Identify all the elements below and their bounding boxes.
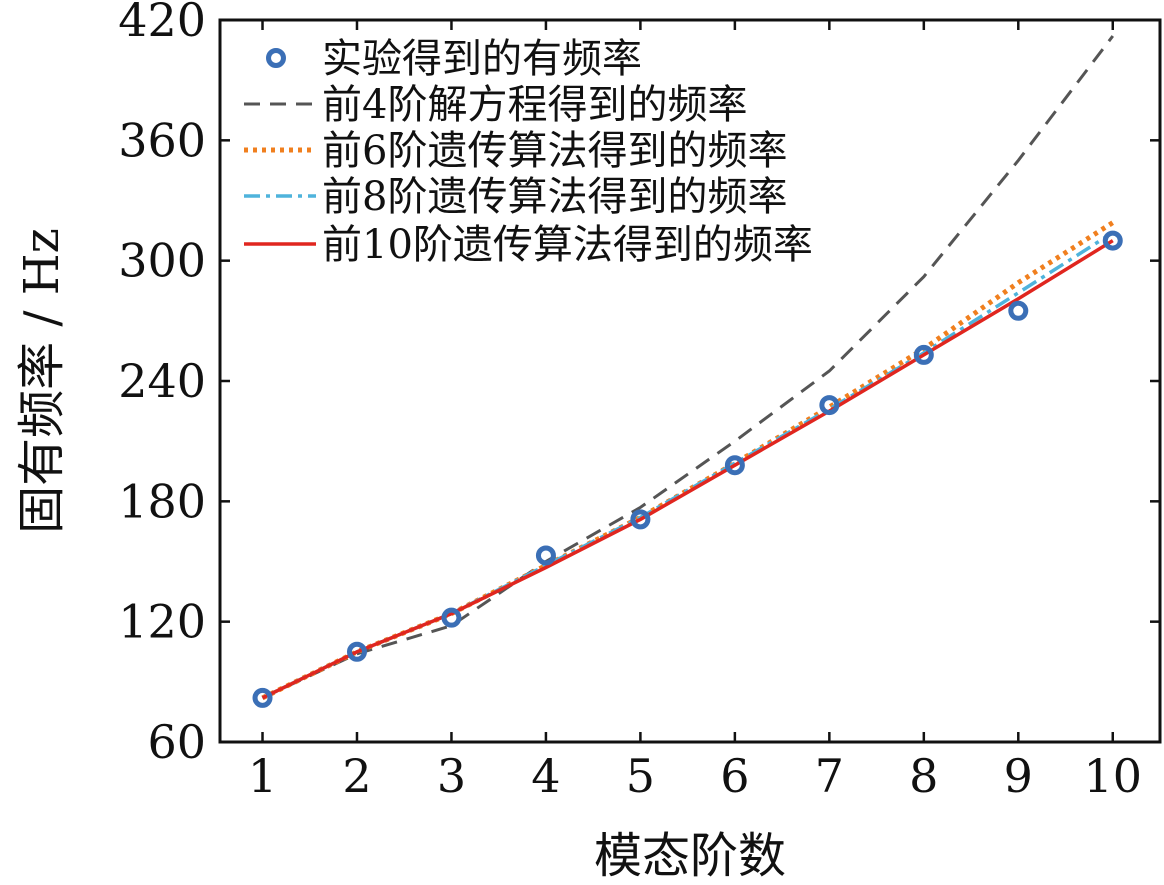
- series-line-4: [261, 239, 1114, 700]
- x-tick-label: 6: [720, 749, 749, 803]
- x-tick-label: 8: [909, 749, 938, 803]
- legend-label-3: 前8阶遗传算法得到的频率: [322, 174, 787, 220]
- y-tick-label: 240: [118, 354, 206, 408]
- data-point-1: [252, 687, 273, 708]
- plot-area: [252, 35, 1123, 708]
- data-point-7: [819, 395, 840, 416]
- data-point-6: [724, 455, 745, 476]
- y-tick-label: 420: [118, 0, 206, 47]
- y-tick-label: 180: [118, 474, 206, 528]
- series-line-1: [261, 35, 1114, 700]
- x-tick-label: 5: [626, 749, 655, 803]
- series-line-2: [261, 220, 1115, 701]
- y-tick-label: 120: [118, 595, 206, 649]
- x-tick-label: 2: [342, 749, 371, 803]
- y-tick-label: 300: [118, 234, 206, 288]
- data-point-5: [630, 509, 651, 530]
- x-tick-label: 4: [531, 749, 560, 803]
- legend-marker-0: [266, 48, 286, 68]
- legend-label-1: 前4阶解方程得到的频率: [322, 82, 747, 128]
- legend-label-4: 前10阶遗传算法得到的频率: [322, 222, 813, 268]
- x-tick-label: 7: [815, 749, 844, 803]
- x-tick-label: 3: [437, 749, 466, 803]
- y-axis-label: 固有频率 / Hz: [14, 228, 70, 534]
- data-point-2: [346, 641, 367, 662]
- data-point-10: [1102, 230, 1123, 251]
- legend: 实验得到的有频率前4阶解方程得到的频率前6阶遗传算法得到的频率前8阶遗传算法得到…: [244, 36, 813, 268]
- y-tick-label: 60: [147, 715, 206, 769]
- data-point-4: [535, 545, 556, 566]
- x-axis-label: 模态阶数: [594, 828, 786, 884]
- legend-label-0: 实验得到的有频率: [322, 36, 642, 82]
- x-tick-label: 9: [1004, 749, 1033, 803]
- data-point-8: [913, 344, 934, 365]
- y-tick-label: 360: [118, 113, 206, 167]
- series-line-3: [261, 231, 1114, 700]
- axis-ticks: 1 2 3 4 5 6 7 8 9 10 60 120 180 240 300 360 420: [118, 0, 1160, 803]
- x-tick-label: 1: [248, 749, 277, 803]
- legend-label-2: 前6阶遗传算法得到的频率: [322, 128, 787, 174]
- x-tick-label: 10: [1083, 749, 1142, 803]
- data-point-3: [441, 607, 462, 628]
- data-point-9: [1008, 300, 1029, 321]
